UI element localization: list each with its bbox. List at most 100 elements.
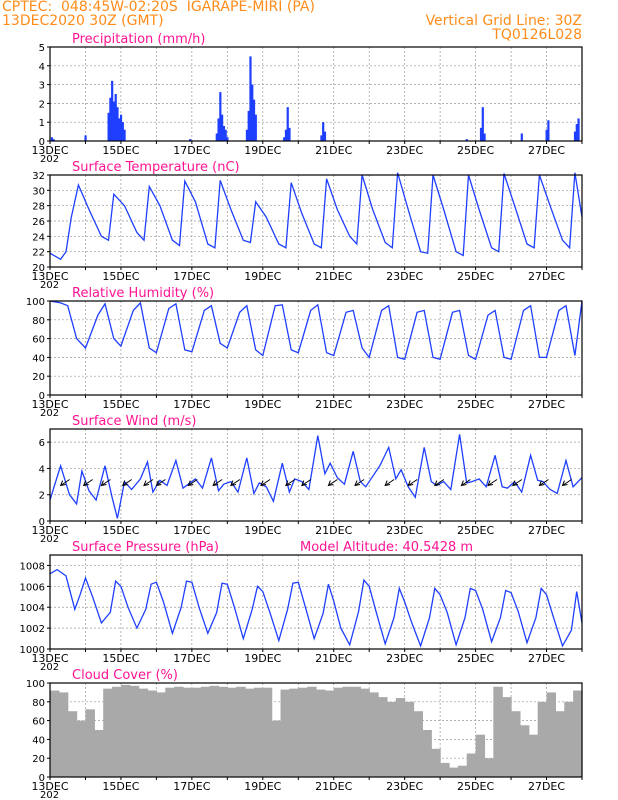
x-tick-label: 25DEC	[457, 524, 494, 537]
precip-bar	[112, 101, 116, 141]
panel-title: Cloud Cover (%)	[72, 668, 178, 683]
x-tick-label: 17DEC	[173, 780, 210, 793]
x-tick-label: 21DEC	[315, 144, 352, 157]
wind-arrowhead	[155, 480, 162, 487]
cloud-bar	[120, 684, 131, 777]
cloud-bar	[493, 686, 503, 777]
x-tick-label: 13DEC	[31, 144, 68, 157]
precip-bar	[575, 124, 578, 141]
precip-bar	[322, 122, 325, 141]
precip-bar	[254, 114, 257, 141]
x-tick-label: 25DEC	[457, 652, 494, 665]
wind-arrowhead	[354, 480, 361, 487]
cloud-bar	[112, 686, 122, 777]
y-tick-label: 28	[32, 202, 45, 213]
precip-bar	[247, 110, 250, 141]
precip-bar	[116, 107, 119, 141]
precip-bar	[249, 56, 252, 141]
cloud-bar	[502, 697, 512, 777]
cloud-bar	[369, 692, 379, 777]
cloud-bar	[271, 720, 282, 777]
wind-arrow	[260, 479, 271, 486]
precip-bar	[545, 129, 548, 141]
precip-bar	[283, 137, 286, 141]
panel-title: Surface Pressure (hPa)	[72, 540, 219, 555]
wind-arrowhead	[187, 480, 194, 487]
y-tick-label: 32	[32, 171, 45, 182]
cloud-bar	[440, 762, 450, 777]
wind-arrowhead	[59, 480, 66, 487]
wind-arrowhead	[285, 480, 291, 487]
precip-bar	[50, 137, 53, 141]
y-tick-label: 100	[26, 679, 45, 690]
precip-bar	[284, 129, 288, 141]
wind-arrowhead	[212, 480, 219, 487]
cloud-bar	[484, 758, 494, 777]
x-tick-label: 27DEC	[528, 524, 565, 537]
x-tick-label: 27DEC	[528, 144, 565, 157]
y-tick-label: 6	[39, 438, 45, 449]
cloud-bar	[457, 765, 468, 777]
x-tick-label: 13DEC	[31, 780, 68, 793]
cloud-bar	[413, 711, 423, 777]
wind-arrow	[101, 479, 111, 486]
x-tick-label: 21DEC	[315, 270, 352, 283]
x-tick-label: 15DEC	[102, 780, 139, 793]
x-year-label: 202	[40, 280, 59, 291]
y-tick-label: 1	[39, 118, 45, 129]
wind-arrowhead	[434, 480, 440, 487]
x-tick-label: 17DEC	[173, 524, 210, 537]
precip-bar	[245, 129, 249, 141]
cloud-bar	[245, 688, 255, 777]
wind-arrowhead	[561, 480, 568, 487]
cloud-bar	[449, 767, 459, 777]
wind-arrowhead	[384, 480, 391, 487]
y-tick-label: 30	[32, 186, 45, 197]
x-tick-label: 27DEC	[528, 652, 565, 665]
cloud-bar	[324, 690, 335, 777]
precip-bar	[215, 133, 218, 141]
precip-bar	[320, 135, 323, 141]
precip-bar	[114, 94, 117, 141]
panel-title: Surface Temperature (nC)	[72, 160, 240, 175]
x-tick-label: 27DEC	[528, 270, 565, 283]
x-tick-label: 13DEC	[31, 398, 68, 411]
x-tick-label: 17DEC	[173, 652, 210, 665]
precip-bar	[547, 120, 550, 141]
cloud-bar	[351, 686, 361, 777]
panel-title: Relative Humidity (%)	[72, 286, 214, 301]
plot-frame	[49, 46, 583, 142]
cloud-bar	[422, 730, 432, 777]
wind-arrow	[461, 479, 471, 486]
precip-bar	[479, 127, 483, 141]
wind-arrow	[328, 479, 338, 486]
cloud-bar	[253, 687, 264, 777]
cloud-bar	[395, 698, 406, 777]
y-tick-label: 4	[39, 464, 45, 475]
y-tick-label: 40	[32, 353, 45, 364]
cloud-bar	[431, 748, 441, 777]
y-tick-label: 24	[32, 232, 45, 243]
x-year-label: 202	[40, 662, 59, 673]
cloud-bar	[227, 687, 237, 777]
precip-bar	[251, 84, 254, 141]
series-line	[49, 568, 583, 648]
wind-arrow	[156, 479, 166, 486]
cloud-bar	[298, 687, 308, 777]
cloud-bar	[378, 697, 388, 777]
cloud-bar	[528, 734, 539, 777]
x-tick-label: 19DEC	[244, 652, 281, 665]
y-tick-label: 1002	[20, 624, 45, 635]
precip-bar	[465, 139, 468, 141]
cloud-bar	[537, 701, 548, 777]
precip-bar	[189, 139, 192, 141]
precip-bar	[481, 107, 484, 141]
precip-bar	[219, 92, 222, 141]
cloud-bar	[475, 734, 486, 777]
y-tick-label: 80	[32, 316, 45, 327]
header-model-code: TQ0126L028	[492, 27, 582, 43]
precip-bar	[252, 99, 256, 141]
cloud-bar	[94, 730, 104, 777]
cloud-bar	[218, 686, 228, 777]
